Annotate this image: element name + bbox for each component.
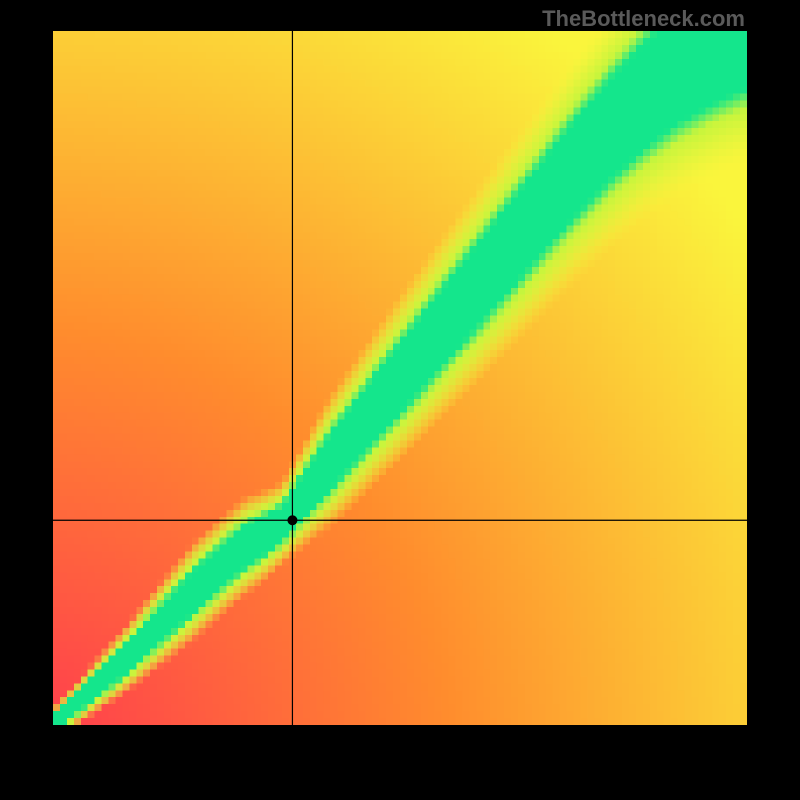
watermark-text: TheBottleneck.com <box>542 6 745 32</box>
chart-container: TheBottleneck.com <box>0 0 800 800</box>
heatmap-canvas <box>53 31 747 725</box>
